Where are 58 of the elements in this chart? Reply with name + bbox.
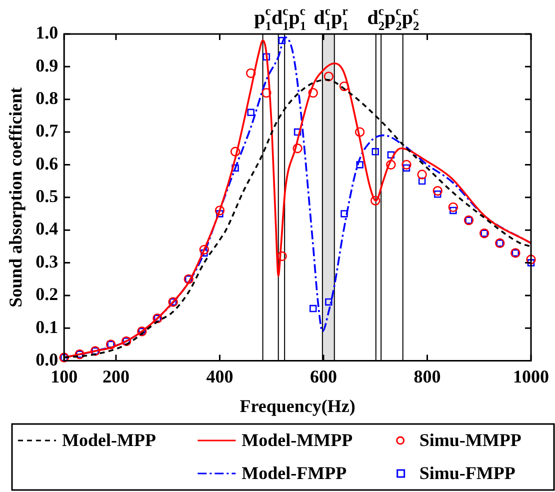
legend-label: Simu-FMPP: [419, 463, 516, 484]
point: [434, 190, 442, 198]
point: [448, 202, 458, 212]
legend-label: Model-MPP: [62, 430, 156, 450]
point: [526, 254, 536, 264]
point: [450, 206, 457, 214]
point: [356, 161, 364, 168]
point: [417, 170, 427, 180]
y-axis-title: Sound absorption coefficient: [5, 87, 26, 308]
point: [340, 210, 348, 218]
point: [372, 148, 379, 156]
point: [216, 210, 224, 218]
point: [402, 164, 410, 172]
point: [354, 127, 365, 137]
point: [370, 196, 380, 206]
point: [339, 81, 350, 92]
y-tick-label: 0.2: [36, 284, 58, 304]
point: [214, 206, 225, 216]
point: [325, 298, 332, 306]
point: [432, 186, 442, 196]
y-tick-label: 0.9: [36, 55, 58, 76]
point: [232, 164, 239, 172]
point: [386, 160, 396, 170]
point: [247, 108, 254, 116]
x-tick-label: 600: [310, 366, 337, 386]
point: [277, 251, 287, 262]
point: [527, 259, 535, 266]
y-tick-label: 1.0: [36, 22, 58, 43]
point: [387, 151, 395, 159]
y-tick-label: 0.8: [36, 88, 58, 108]
y-tick-label: 0.3: [36, 251, 58, 272]
x-tick-label: 400: [206, 366, 234, 386]
x-tick-label: 800: [414, 366, 441, 386]
legend-label: Simu-MMPP: [419, 430, 522, 450]
x-tick-label: 200: [102, 366, 130, 386]
point: [292, 144, 302, 154]
y-tick-label: 0.4: [36, 218, 58, 239]
point: [294, 128, 302, 136]
point: [262, 53, 270, 60]
y-tick-label: 0.1: [36, 316, 58, 337]
point: [308, 88, 318, 98]
y-tick-label: 0.5: [36, 186, 58, 206]
point: [230, 146, 240, 156]
point: [200, 249, 208, 257]
x-tick-label: 1000: [513, 366, 549, 386]
point: [262, 88, 272, 98]
y-tick-label: 0.7: [36, 120, 58, 141]
x-axis-title: Frequency(Hz): [240, 396, 356, 416]
point: [246, 68, 256, 78]
y-tick-label: 0.6: [36, 153, 58, 174]
point: [278, 36, 286, 44]
point: [418, 177, 426, 185]
point: [324, 72, 334, 82]
legend-label: Model-FMPP: [242, 463, 347, 484]
point: [199, 244, 210, 255]
point: [309, 304, 317, 312]
legend-label: Model-MMPP: [242, 430, 353, 450]
point: [402, 160, 412, 170]
